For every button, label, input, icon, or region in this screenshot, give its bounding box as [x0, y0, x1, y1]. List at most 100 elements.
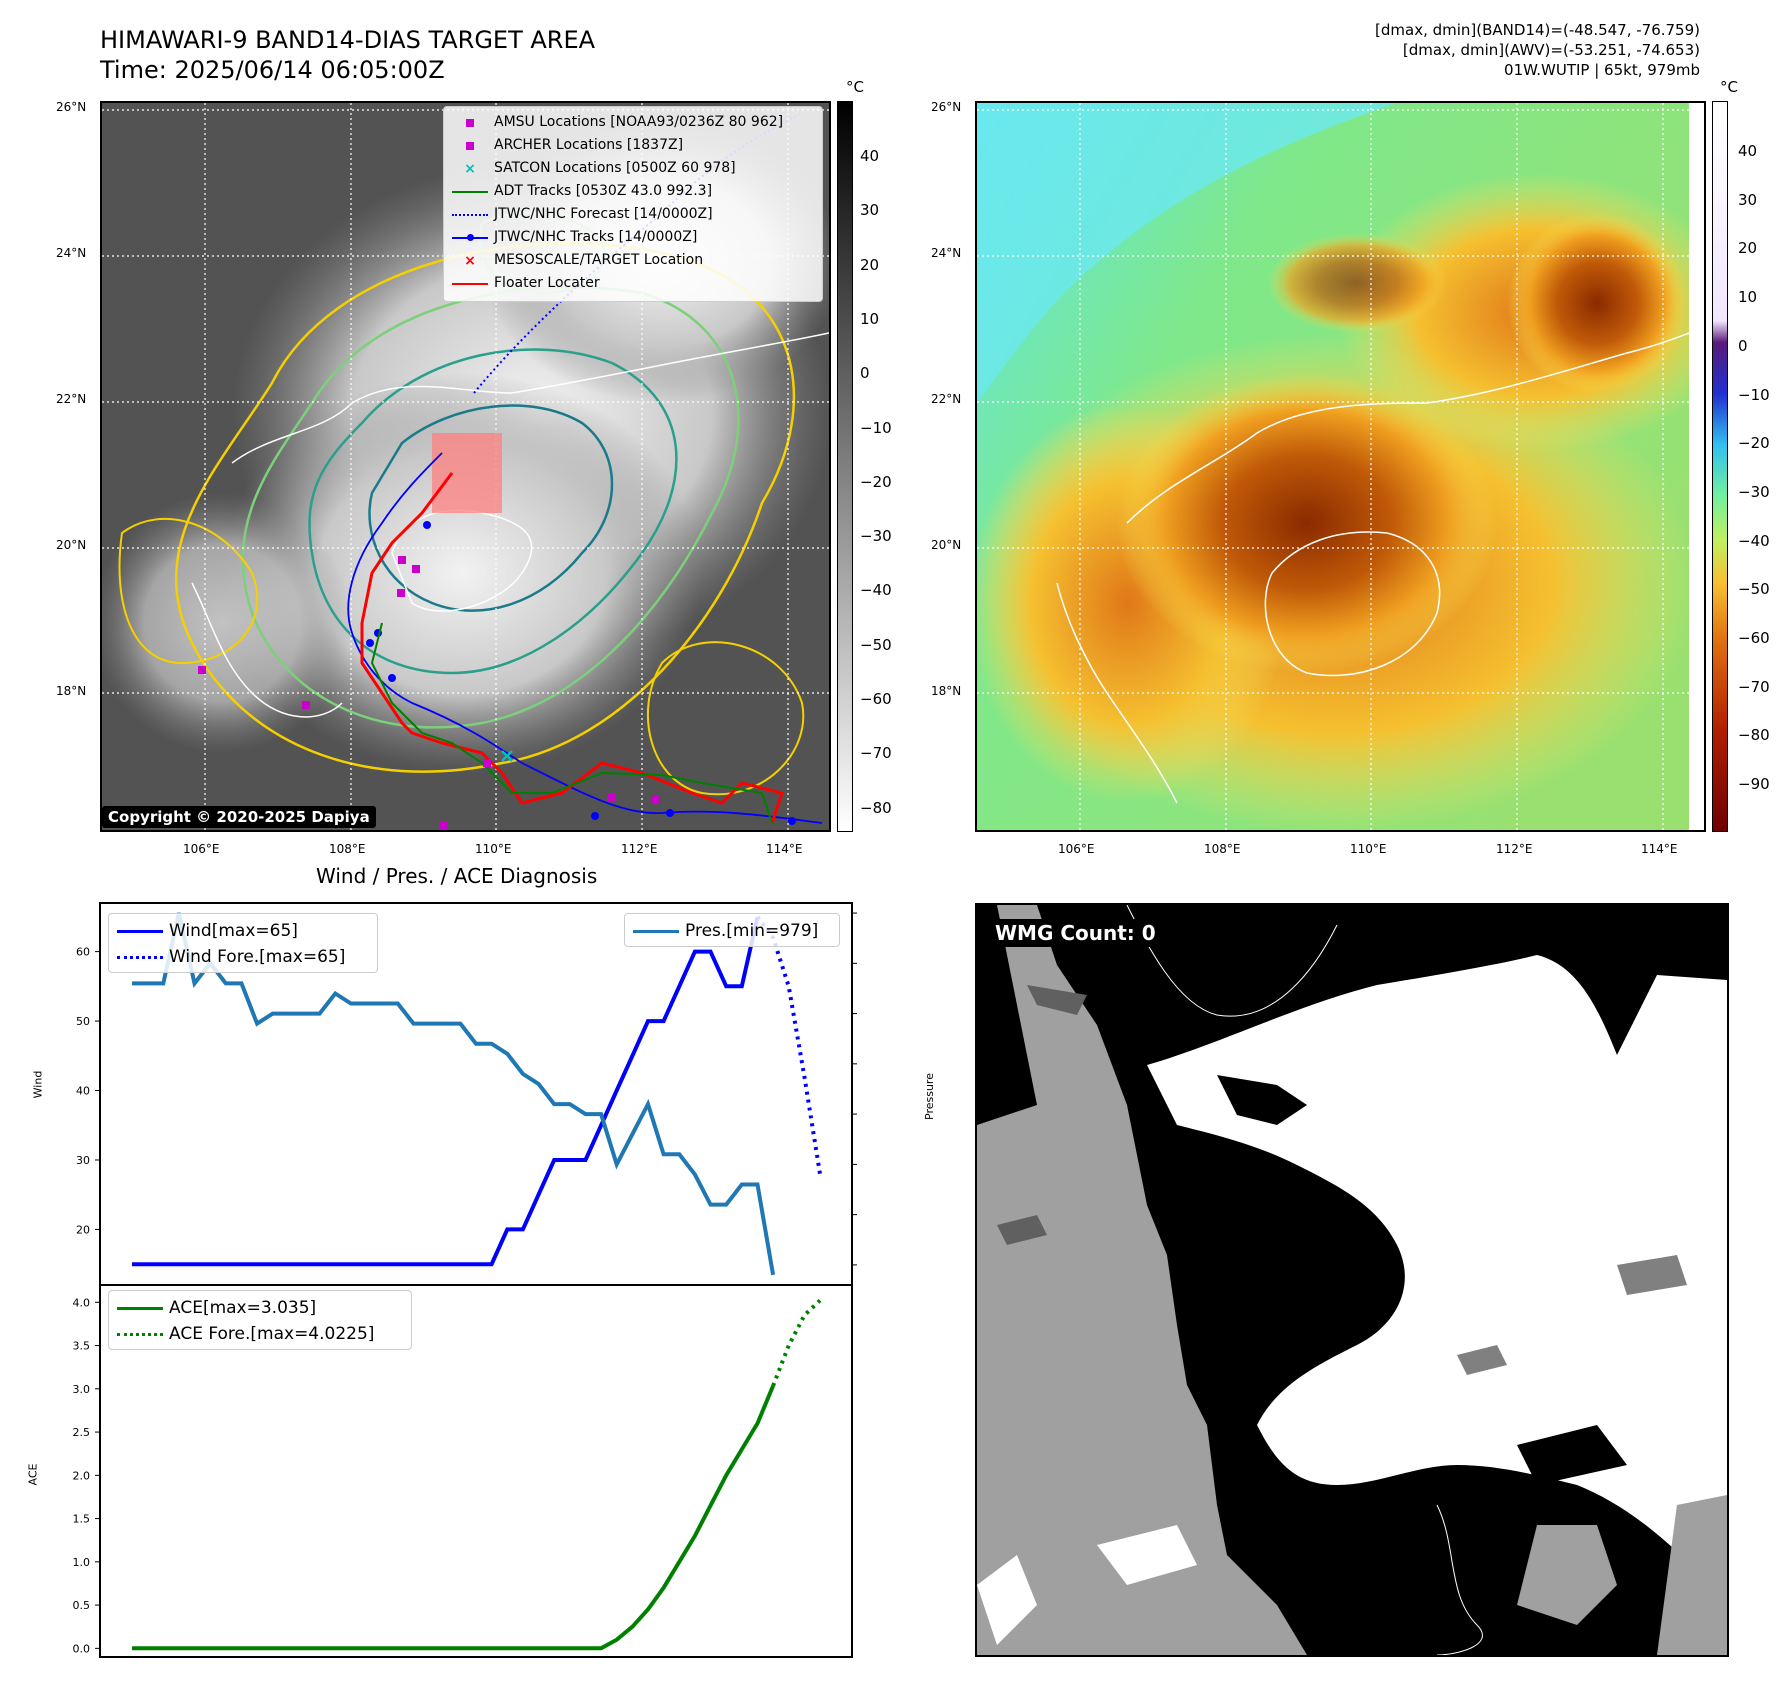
y-tick-label: 40: [76, 1085, 90, 1098]
lat-label: 24°N: [56, 246, 87, 260]
colorbar-tick-label: 10: [860, 309, 880, 328]
wmg-count-label: WMG Count: 0: [989, 919, 1162, 947]
y-tick-label: 3.5: [73, 1340, 91, 1353]
info-band14: [dmax, dmin](BAND14)=(-48.547, -76.759): [1375, 21, 1700, 39]
y-tick-label: 20: [76, 1223, 90, 1236]
lon-label: 106°E: [1058, 842, 1095, 856]
pressure-legend: Pres.[min=979]: [624, 913, 840, 947]
floater-track: [360, 472, 784, 824]
info-awv: [dmax, dmin](AWV)=(-53.251, -74.653): [1402, 41, 1700, 59]
legend-entry-pressure: Pres.[min=979]: [633, 918, 831, 944]
diagnosis-title: Wind / Pres. / ACE Diagnosis: [316, 864, 598, 888]
colorbar-tick-label: −40: [1738, 531, 1770, 550]
adt-track: [370, 622, 773, 824]
band14-map-panel: AMSU Locations [NOAA93/0236Z 80 962] ARC…: [100, 101, 831, 832]
colorbar-tick-label: −10: [860, 418, 892, 437]
y-tick-label: 4.0: [73, 1296, 91, 1309]
legend-entry-wind-forecast: Wind Fore.[max=65]: [117, 944, 369, 970]
legend-label: Floater Locater: [494, 275, 600, 291]
colorbar-tick-label: −50: [860, 635, 892, 654]
legend-label: Pres.[min=979]: [685, 921, 819, 941]
legend-label: Wind[max=65]: [169, 921, 298, 941]
lon-label: 114°E: [766, 842, 803, 856]
colorbar-tick-label: 10: [1738, 288, 1758, 307]
series-line-1: [755, 915, 822, 1175]
plot-frame: [99, 1284, 853, 1658]
ace-plot: 0.0 0.5 1.0 1.5 2.0 2.5 3.0 3.5 4.0: [73, 1284, 853, 1658]
series-line-0: [132, 916, 760, 1267]
blue-line-dot-icon: [452, 231, 488, 245]
colorbar-unit: °C: [846, 78, 864, 96]
lon-label: 106°E: [183, 842, 220, 856]
legend-label: ADT Tracks [0530Z 43.0 992.3]: [494, 183, 713, 199]
steelblue-line-icon: [633, 924, 679, 938]
ace-legend: ACE[max=3.035] ACE Fore.[max=4.0225]: [108, 1290, 412, 1350]
copyright-label: Copyright © 2020-2025 Dapiya: [102, 806, 376, 828]
blue-dotted-line-icon: [117, 950, 163, 964]
colorbar-unit: °C: [1720, 78, 1738, 96]
legend-entry-tracks: JTWC/NHC Tracks [14/0000Z]: [452, 226, 814, 249]
colorbar-tick-label: −90: [1738, 775, 1770, 794]
lat-label: 24°N: [931, 246, 962, 260]
colorbar-tick-label: 40: [1738, 142, 1758, 160]
legend-label: ACE[max=3.035]: [169, 1298, 317, 1318]
legend-entry-target: × MESOSCALE/TARGET Location: [452, 249, 814, 272]
target-area-box: [432, 433, 502, 513]
lon-label: 112°E: [1496, 842, 1533, 856]
awv-map-image: [977, 103, 1704, 830]
colorbar-tick-label: 20: [860, 255, 880, 274]
legend-entry-wind: Wind[max=65]: [117, 918, 369, 944]
series-line-0: [132, 1385, 775, 1651]
info-storm: 01W.WUTIP | 65kt, 979mb: [1504, 61, 1700, 79]
figure-time: Time: 2025/06/14 06:05:00Z: [100, 56, 445, 84]
legend-label: SATCON Locations [0500Z 60 978]: [494, 160, 736, 176]
green-line-icon: [117, 1301, 163, 1315]
colorbar-tick-label: −70: [1738, 677, 1770, 696]
legend-entry-adt: ADT Tracks [0530Z 43.0 992.3]: [452, 180, 814, 203]
legend-label: Wind Fore.[max=65]: [169, 947, 346, 967]
map-gridlines: [977, 103, 1704, 830]
blue-line-icon: [117, 924, 163, 938]
colorbar-tick-label: −70: [860, 744, 892, 763]
legend-entry-ace-forecast: ACE Fore.[max=4.0225]: [117, 1321, 403, 1347]
lat-label: 20°N: [56, 538, 87, 552]
lat-label: 22°N: [56, 392, 87, 406]
wind-legend: Wind[max=65] Wind Fore.[max=65]: [108, 913, 378, 973]
legend-label: ACE Fore.[max=4.0225]: [169, 1324, 375, 1344]
lat-label: 20°N: [931, 538, 962, 552]
lat-label: 26°N: [56, 100, 87, 114]
colorbar-tick-label: 30: [860, 201, 880, 220]
y-tick-label: 0.0: [73, 1642, 91, 1655]
band14-colorbar: [837, 101, 853, 832]
y-tick-label: 30: [76, 1154, 90, 1167]
y-tick-label: 1.5: [73, 1513, 91, 1526]
lon-label: 108°E: [1204, 842, 1241, 856]
colorbar-tick-label: −60: [860, 690, 892, 708]
colorbar-tick-label: 0: [860, 364, 870, 383]
legend-entry-floater: Floater Locater: [452, 272, 814, 295]
y-tick-label: 2.5: [73, 1426, 91, 1439]
legend-label: MESOSCALE/TARGET Location: [494, 252, 704, 268]
diagnosis-chart: 20304050609809859909951000100510101015 0…: [73, 902, 857, 1658]
lat-label: 22°N: [931, 392, 962, 406]
legend-entry-ace: ACE[max=3.035]: [117, 1295, 403, 1321]
map-legend: AMSU Locations [NOAA93/0236Z 80 962] ARC…: [443, 106, 823, 302]
colorbar-tick-label: −80: [860, 798, 892, 817]
legend-entry-forecast: JTWC/NHC Forecast [14/0000Z]: [452, 203, 814, 226]
lat-label: 26°N: [931, 100, 962, 114]
y-tick-label: 60: [76, 946, 90, 959]
legend-label: AMSU Locations [NOAA93/0236Z 80 962]: [494, 114, 784, 130]
legend-entry-archer: ARCHER Locations [1837Z]: [452, 134, 814, 157]
green-line-icon: [452, 185, 488, 199]
lon-label: 112°E: [621, 842, 658, 856]
y-tick-label: 0.5: [73, 1599, 91, 1612]
colorbar-tick-label: −50: [1738, 580, 1770, 599]
y-tick-label: 50: [76, 1015, 90, 1028]
legend-entry-amsu: AMSU Locations [NOAA93/0236Z 80 962]: [452, 111, 814, 134]
colorbar-tick-label: 40: [860, 147, 880, 165]
colorbar-tick-label: −40: [860, 581, 892, 600]
green-dotted-line-icon: [117, 1327, 163, 1341]
colorbar-tick-label: −10: [1738, 385, 1770, 404]
series-line-2: [132, 912, 776, 1276]
lon-label: 110°E: [1350, 842, 1387, 856]
